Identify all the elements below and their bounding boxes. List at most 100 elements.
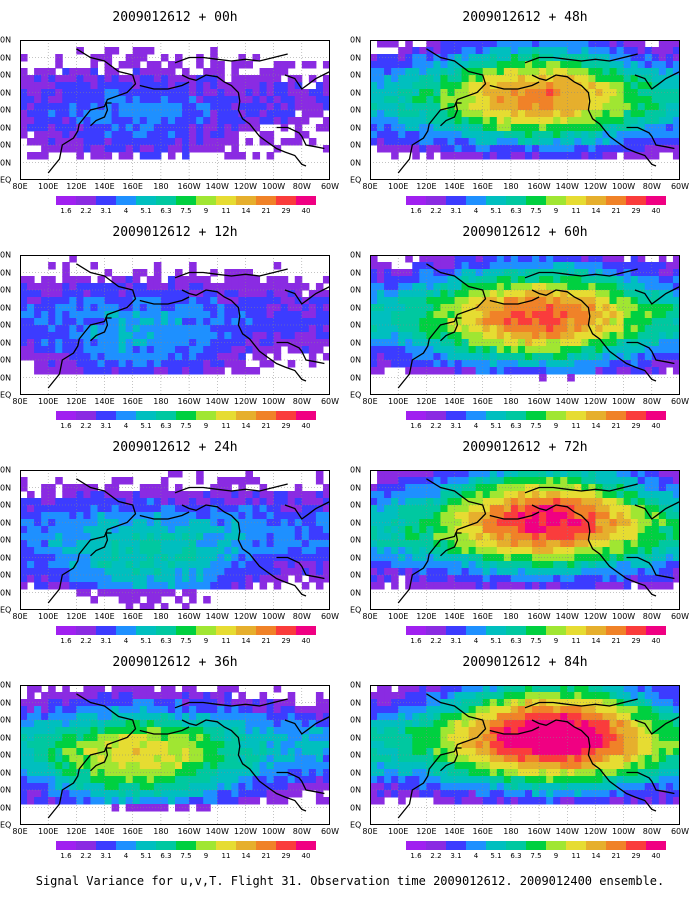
heatmap-cell	[175, 145, 183, 153]
heatmap-cell	[294, 498, 303, 506]
heatmap-cell	[623, 283, 632, 291]
heatmap-cell	[69, 484, 77, 492]
heatmap-cell	[48, 547, 56, 555]
heatmap-cell	[132, 526, 141, 534]
heatmap-cell	[644, 554, 653, 562]
heatmap-cell	[588, 110, 596, 118]
colorbar-swatch	[156, 411, 176, 420]
heatmap-cell	[224, 339, 232, 347]
heatmap-cell	[104, 89, 113, 97]
heatmap-cell	[447, 61, 456, 69]
variance-map	[20, 40, 330, 180]
heatmap-cell	[160, 582, 169, 590]
heatmap-cell	[546, 318, 554, 326]
heatmap-cell	[630, 117, 639, 125]
heatmap-cell	[440, 526, 448, 534]
heatmap-cell	[665, 477, 674, 485]
map-panel: 2009012612 + 00h EQ 0N 0N 0N 0N 0N 0N 0N 0N 80E 100…	[0, 0, 350, 215]
heatmap-cell	[475, 554, 484, 562]
heatmap-cell	[231, 82, 239, 90]
heatmap-cell	[630, 145, 639, 153]
heatmap-cell	[644, 262, 653, 270]
heatmap-cell	[644, 484, 653, 492]
heatmap-cell	[517, 103, 526, 111]
heatmap-cell	[454, 353, 463, 361]
coastline	[489, 511, 540, 520]
colorbar-label: 40	[301, 422, 311, 430]
heatmap-cell	[560, 484, 568, 492]
heatmap-cell	[482, 145, 491, 153]
heatmap-cell	[83, 103, 91, 111]
heatmap-cell	[280, 512, 289, 520]
heatmap-cell	[210, 367, 218, 375]
heatmap-cell	[189, 304, 197, 312]
heatmap-cell	[224, 131, 232, 139]
colorbar-swatch	[136, 626, 156, 635]
heatmap-cell	[539, 145, 547, 153]
heatmap-cell	[252, 346, 261, 354]
heatmap-cell	[637, 332, 646, 340]
heatmap-cell	[273, 311, 282, 319]
heatmap-cell	[245, 477, 253, 485]
heatmap-cell	[280, 762, 289, 770]
heatmap-cell	[111, 720, 120, 728]
x-tick-label: 160W	[177, 182, 201, 191]
y-tick-label: 0N	[0, 70, 12, 80]
heatmap-cell	[62, 685, 70, 693]
heatmap-cell	[665, 547, 674, 555]
heatmap-cell	[90, 325, 98, 333]
heatmap-cell	[574, 40, 582, 48]
heatmap-cell	[76, 117, 84, 125]
heatmap-cell	[76, 491, 84, 499]
heatmap-cell	[217, 367, 225, 375]
y-tick-label: 0N	[350, 268, 362, 277]
heatmap-cell	[104, 589, 113, 597]
heatmap-cell	[567, 505, 575, 513]
heatmap-cell	[644, 96, 653, 104]
heatmap-cell	[384, 353, 392, 361]
heatmap-cell	[322, 318, 330, 326]
heatmap-cell	[482, 110, 491, 118]
heatmap-cell	[62, 491, 70, 499]
heatmap-cell	[433, 332, 441, 340]
heatmap-cell	[560, 304, 568, 312]
heatmap-cell	[475, 498, 484, 506]
heatmap-cell	[581, 582, 589, 590]
heatmap-cell	[118, 75, 127, 83]
heatmap-cell	[210, 519, 218, 527]
heatmap-cell	[125, 575, 134, 583]
heatmap-cell	[118, 727, 127, 735]
heatmap-cell	[461, 491, 470, 499]
colorbar-label: 1.6	[60, 422, 72, 430]
heatmap-cell	[595, 547, 603, 555]
heatmap-cell	[273, 755, 282, 763]
heatmap-cell	[55, 505, 63, 513]
heatmap-cell	[55, 145, 63, 153]
heatmap-cell	[475, 519, 484, 527]
heatmap-cell	[90, 75, 98, 83]
heatmap-cell	[48, 491, 56, 499]
heatmap-cell	[153, 290, 162, 298]
heatmap-cell	[623, 297, 632, 305]
heatmap-cell	[308, 325, 317, 333]
heatmap-cell	[672, 470, 680, 478]
heatmap-cell	[496, 339, 505, 347]
heatmap-cell	[160, 117, 169, 125]
heatmap-cell	[48, 311, 56, 319]
heatmap-cell	[602, 325, 611, 333]
heatmap-cell	[482, 554, 491, 562]
heatmap-cell	[48, 353, 56, 361]
heatmap-cell	[175, 61, 183, 69]
heatmap-cell	[189, 117, 197, 125]
x-tick-label: 100W	[262, 397, 286, 406]
heatmap-cell	[419, 131, 427, 139]
colorbar-swatch	[116, 626, 136, 635]
x-tick-label: 100W	[612, 612, 636, 621]
heatmap-cell	[623, 152, 632, 160]
heatmap-cell	[517, 554, 526, 562]
heatmap-cell	[503, 290, 512, 298]
heatmap-cell	[48, 318, 56, 326]
heatmap-cell	[440, 477, 448, 485]
heatmap-cell	[574, 346, 582, 354]
heatmap-cell	[496, 526, 505, 534]
